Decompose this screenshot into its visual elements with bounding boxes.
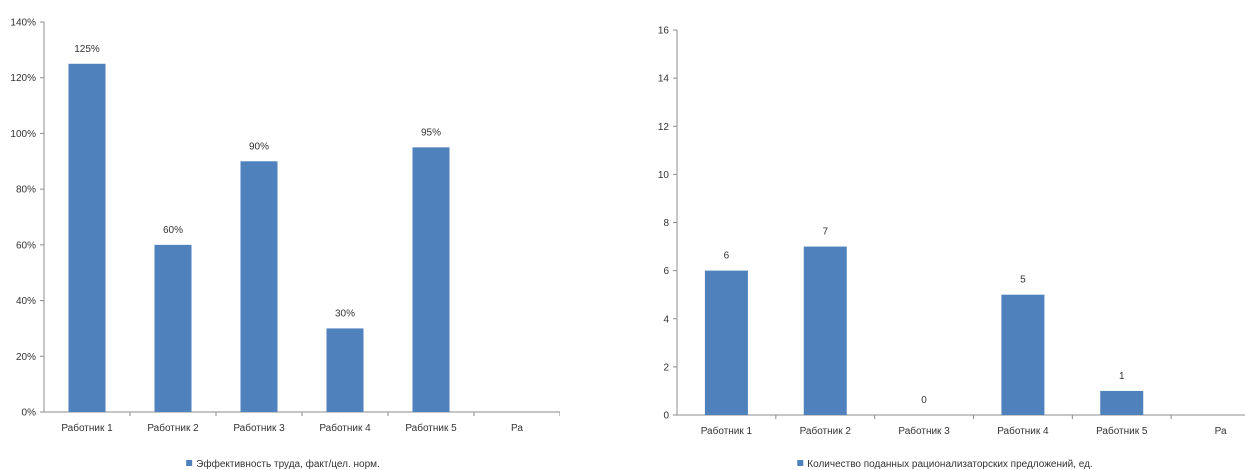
proposals-legend: Количество поданных рационализаторских п… [797,459,1093,470]
efficiency-legend-swatch [186,460,193,466]
proposals-legend-label: Количество поданных рационализаторских п… [807,459,1092,470]
efficiency-chart: 0% 20% 40% 60% 80% 100% 120% 140% Работник 1 125%… [0,0,560,470]
proposals-y-tick-label: 6 [663,266,669,277]
efficiency-data-label: 60% [163,225,183,236]
proposals-y-tick-label: 8 [663,218,669,229]
efficiency-x-tick-label: Работник 1 [61,422,113,434]
efficiency-y-tick-label: 120% [10,73,36,84]
proposals-x-tick-label: Работник 2 [800,425,852,437]
proposals-bar [803,246,847,415]
efficiency-y-tick-label: 100% [10,129,36,140]
efficiency-bar [240,161,278,412]
efficiency-data-label: 95% [421,127,441,138]
proposals-x-tick-label: Работник 3 [898,425,950,437]
proposals-y-tick-label: 12 [658,122,670,133]
proposals-y-tick-label: 10 [658,170,670,181]
efficiency-y-tick-label: 80% [16,185,36,196]
proposals-y-tick-label: 2 [663,362,669,373]
proposals-y-tick-label: 4 [663,314,669,325]
proposals-data-label: 5 [1020,275,1026,286]
proposals-data-label: 0 [921,395,927,406]
efficiency-x-tick-label: Работник 2 [147,422,199,434]
efficiency-legend: Эффективность труда, факт/цел. норм. [186,458,380,470]
efficiency-y-tick-label: 0% [22,408,37,419]
proposals-x-tick-label: Ра [1215,426,1227,437]
efficiency-x-tick-label: Работник 3 [233,422,285,434]
efficiency-y-tick-label: 60% [16,240,36,251]
efficiency-bar [412,147,450,412]
proposals-bar [704,270,748,415]
efficiency-bar [68,63,106,413]
proposals-chart: 0 2 4 6 8 10 12 14 16 Работник 1 6 Работник 2 7 Работ… [625,0,1245,470]
proposals-data-label: 1 [1119,371,1125,382]
proposals-bar [1100,390,1144,415]
efficiency-y-tick-label: 20% [16,352,36,363]
proposals-y-tick-label: 14 [658,74,670,85]
efficiency-bar [154,244,192,412]
proposals-y-tick-label: 0 [663,411,669,422]
proposals-x-tick-label: Работник 4 [997,425,1049,437]
efficiency-data-label: 30% [335,308,355,319]
proposals-x-tick-label: Работник 1 [701,425,753,437]
proposals-x-tick-label: Работник 5 [1096,425,1148,437]
proposals-data-label: 6 [724,251,730,262]
efficiency-x-tick-label: Работник 4 [319,422,371,434]
efficiency-legend-label: Эффективность труда, факт/цел. норм. [196,458,380,470]
proposals-bar [1001,294,1045,415]
efficiency-bar [326,328,364,412]
efficiency-y-tick-label: 40% [16,296,36,307]
efficiency-chart-svg: 0% 20% 40% 60% 80% 100% 120% 140% Работник 1 125%… [10,18,560,470]
efficiency-data-label: 90% [249,141,269,152]
efficiency-x-tick-label: Ра [511,423,523,434]
proposals-y-tick-label: 16 [658,26,670,37]
proposals-legend-swatch [797,460,804,466]
efficiency-y-tick-label: 140% [10,18,36,29]
efficiency-x-tick-label: Работник 5 [405,422,457,434]
proposals-data-label: 7 [822,227,828,238]
efficiency-data-label: 125% [74,44,100,55]
